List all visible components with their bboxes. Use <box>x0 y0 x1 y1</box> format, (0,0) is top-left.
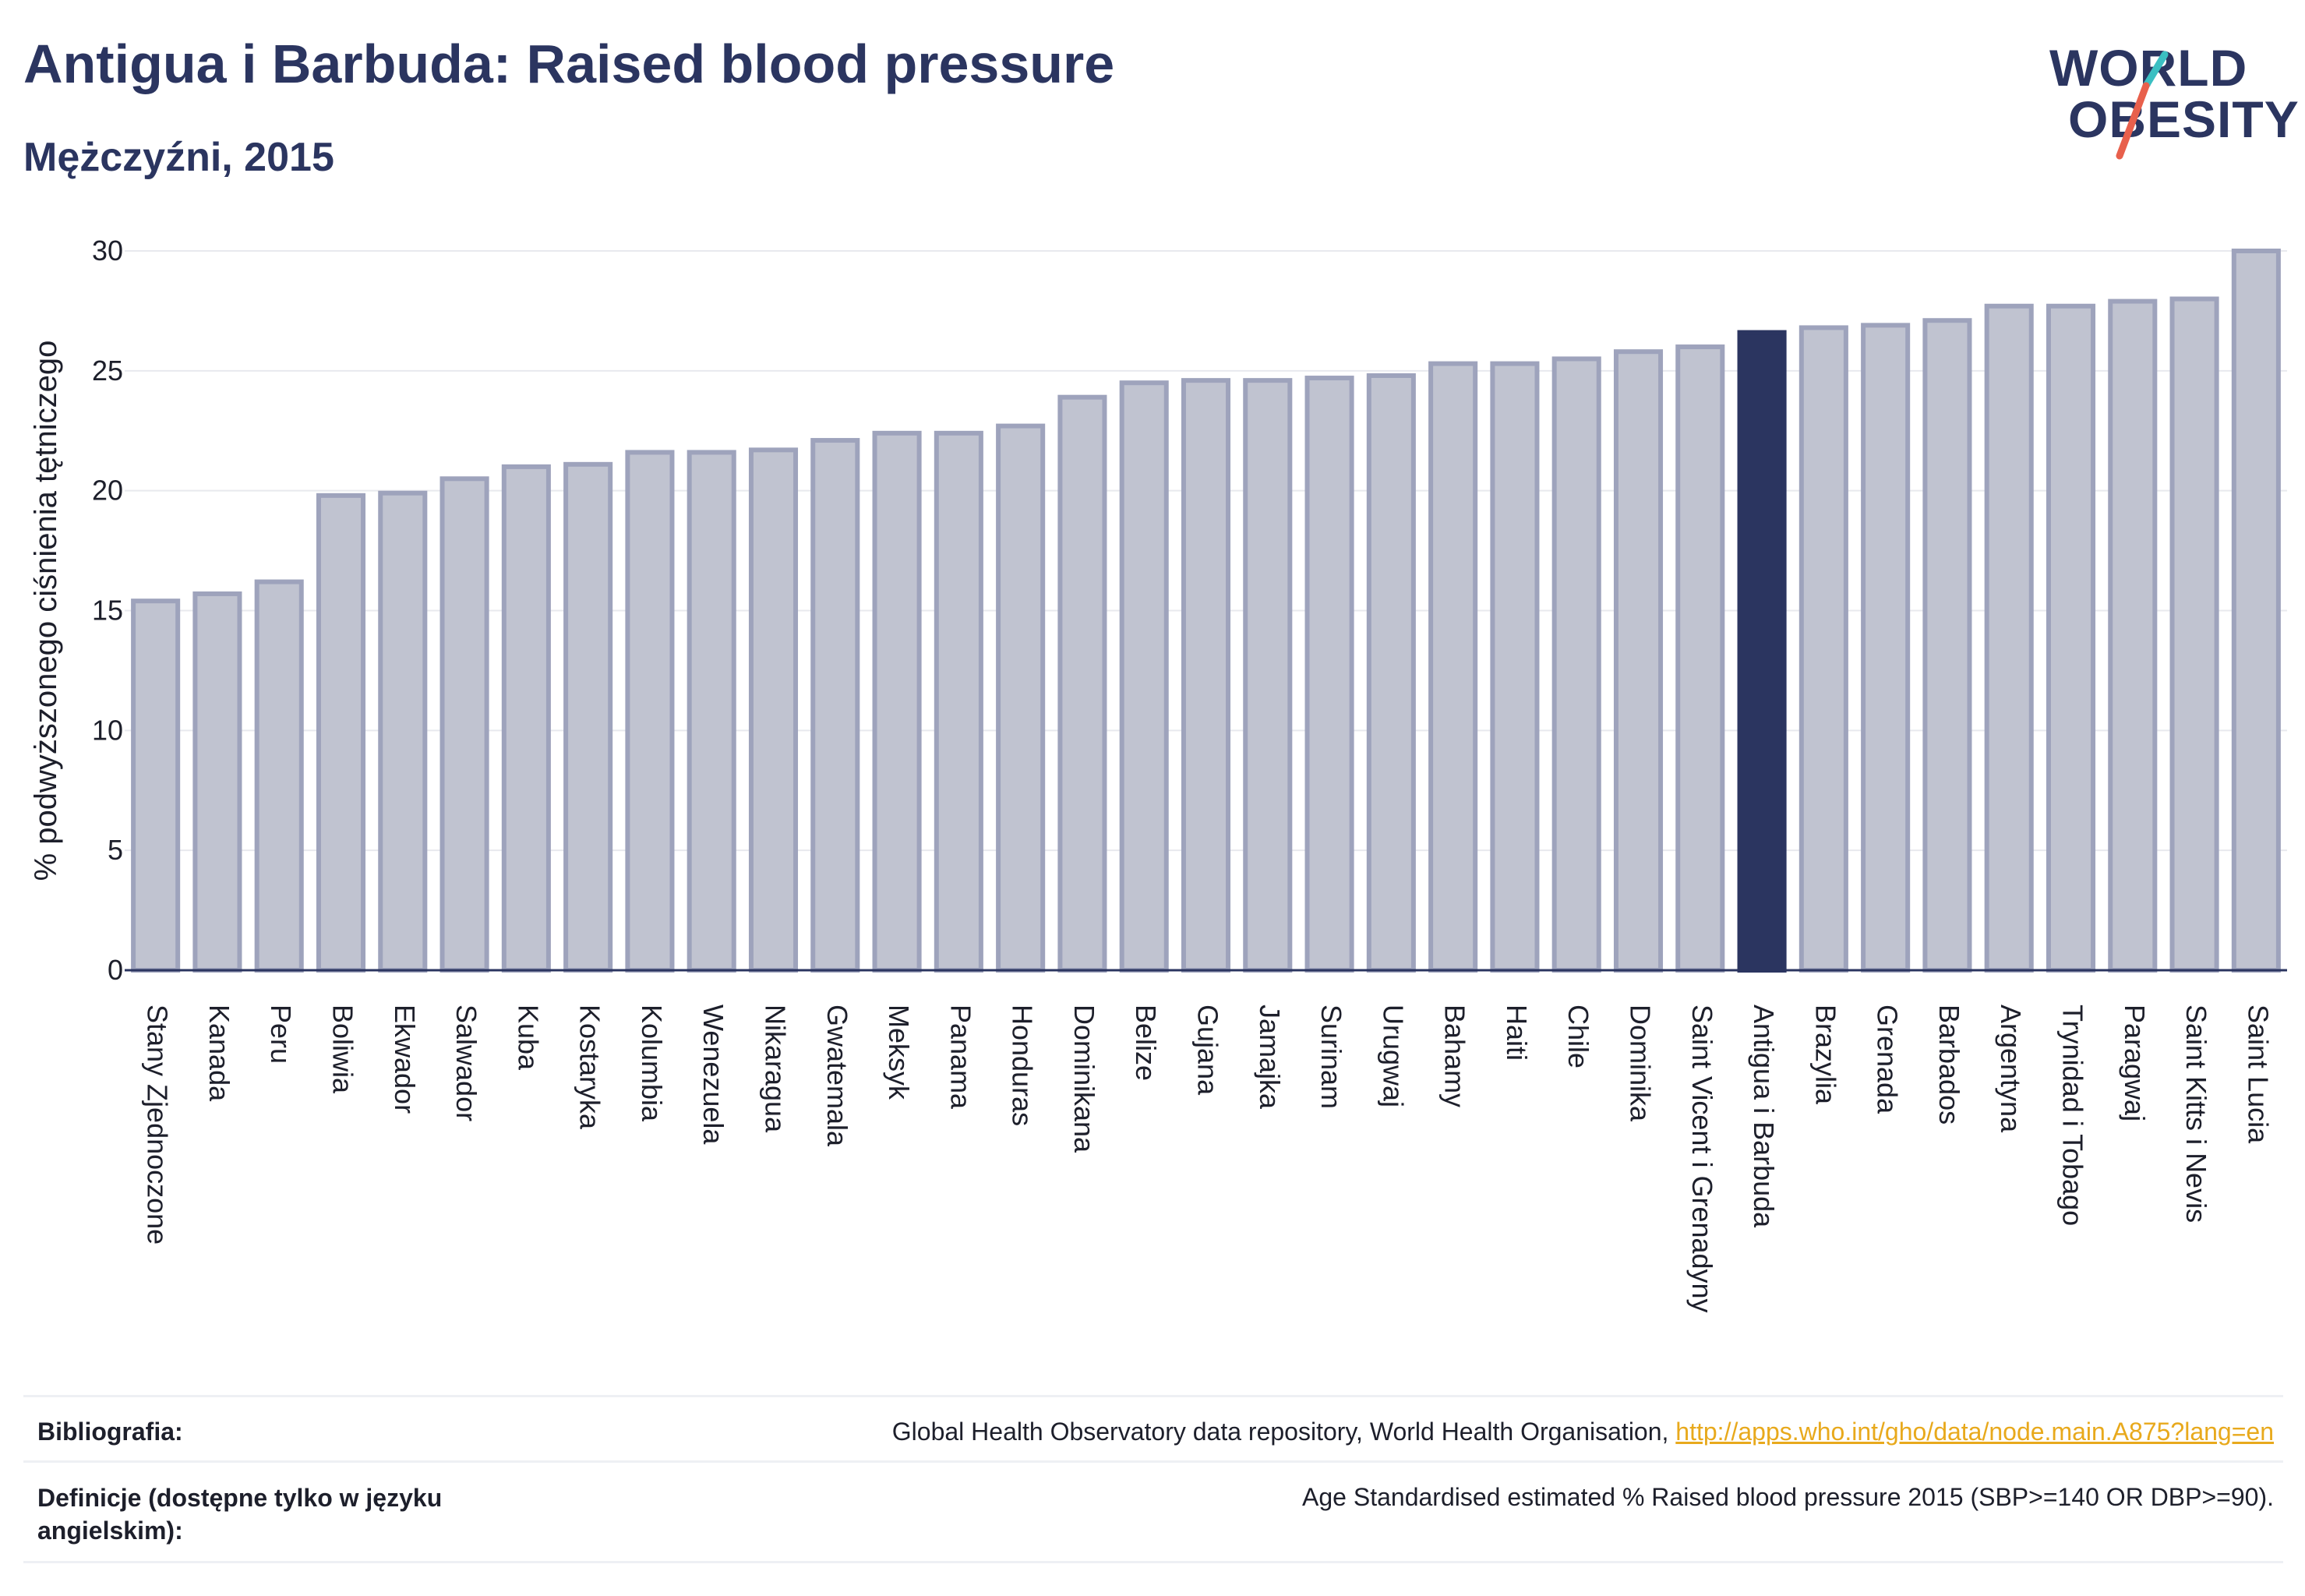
y-tick-label: 10 <box>92 714 123 746</box>
bar-wenezuela <box>687 450 736 973</box>
x-tick-label: Dominikana <box>1068 1005 1100 1153</box>
bar-bahamy <box>1428 361 1478 973</box>
bar-saint-kitts-i-nevis <box>2169 296 2219 973</box>
y-axis-ticks: 0 5 10 15 20 25 30 % podwyższonego ciśnienia tę… <box>29 235 123 986</box>
bar-dominika <box>1613 349 1664 973</box>
x-tick-label: Trynidad i Tobago <box>2057 1005 2089 1226</box>
bar-peru <box>254 579 304 973</box>
x-tick-label: Kolumbia <box>636 1005 668 1122</box>
y-tick-label: 5 <box>108 834 123 866</box>
x-tick-label: Ekwador <box>389 1005 421 1114</box>
definitions-value: Age Standardised estimated % Raised bloo… <box>1302 1483 2274 1511</box>
x-tick-label: Bahamy <box>1439 1005 1471 1107</box>
bar-honduras <box>996 423 1046 973</box>
x-tick-label: Belize <box>1130 1005 1162 1081</box>
x-tick-label: Nikaragua <box>760 1005 792 1133</box>
bar-paragwaj <box>2108 298 2158 973</box>
logo-line-2: OBESITY <box>2068 90 2300 148</box>
bar-kolumbia <box>625 450 675 973</box>
bar-kuba <box>501 464 551 973</box>
x-tick-label: Chile <box>1562 1005 1594 1068</box>
bar-argentyna <box>1984 303 2034 973</box>
bar-ekwador <box>378 490 428 973</box>
bar-saint-lucia <box>2231 249 2281 973</box>
x-axis-labels: Stany Zjednoczone Kanada Peru Boliwia Ekwado… <box>142 1005 2275 1313</box>
definitions-label: Definicje (dostępne tylko w języku angie… <box>37 1481 442 1547</box>
chart-subtitle: Mężczyźni, 2015 <box>23 135 334 180</box>
x-tick-label: Stany Zjednoczone <box>142 1005 174 1245</box>
x-tick-label: Saint Lucia <box>2242 1005 2274 1144</box>
bar-chile <box>1551 356 1601 973</box>
x-tick-label: Saint Vicent i Grenadyny <box>1686 1005 1718 1313</box>
y-tick-label: 30 <box>92 235 123 267</box>
bar-trynidad-i-tobago <box>2046 303 2096 973</box>
x-tick-label: Panama <box>944 1005 976 1110</box>
bar-stany-zjednoczone <box>131 598 181 973</box>
x-tick-label: Antigua i Barbuda <box>1748 1005 1780 1228</box>
bar-dominikana <box>1057 394 1107 973</box>
definitions-row: Definicje (dostępne tylko w języku angie… <box>23 1460 2283 1563</box>
x-tick-label: Kanada <box>203 1005 235 1102</box>
bar-urugwaj <box>1366 373 1416 973</box>
x-tick-label: Kuba <box>512 1005 544 1071</box>
bar-belize <box>1119 380 1169 973</box>
x-tick-label: Wenezuela <box>697 1005 729 1145</box>
x-tick-label: Surinam <box>1315 1005 1347 1109</box>
x-tick-label: Urugwaj <box>1377 1005 1409 1107</box>
bar-kanada <box>192 591 242 973</box>
x-tick-label: Salwador <box>450 1005 482 1121</box>
definitions-label-line-1: Definicje (dostępne tylko w języku <box>37 1484 443 1512</box>
bar-haiti <box>1490 361 1540 973</box>
x-tick-label: Kostaryka <box>574 1005 606 1130</box>
bar-nikaragua <box>748 447 799 973</box>
bibliography-text: Global Health Observatory data repositor… <box>891 1418 1676 1446</box>
x-tick-label: Boliwia <box>327 1005 359 1094</box>
bar-gujana <box>1181 378 1231 973</box>
bar-salwador <box>439 476 489 973</box>
bar-grenada <box>1861 323 1911 973</box>
y-axis-title: % podwyższonego ciśnienia tętniczego <box>29 341 63 881</box>
y-tick-label: 20 <box>92 475 123 507</box>
x-tick-label: Saint Kitts i Nevis <box>2180 1005 2212 1223</box>
bar-kostaryka <box>563 461 613 973</box>
bar-antigua-i-barbuda <box>1737 330 1787 973</box>
bibliography-row: Bibliografia: Global Health Observatory … <box>23 1395 2283 1461</box>
bars <box>131 249 2281 973</box>
chart-title: Antigua i Barbuda: Raised blood pressure <box>23 34 1115 94</box>
y-tick-label: 0 <box>108 954 123 986</box>
bar-saint-vicent-i-grenadyny <box>1675 344 1725 973</box>
x-tick-label: Argentyna <box>1995 1005 2027 1133</box>
x-tick-label: Gujana <box>1192 1005 1224 1096</box>
bar-barbados <box>1922 318 1972 973</box>
x-tick-label: Honduras <box>1007 1005 1039 1126</box>
y-tick-label: 15 <box>92 595 123 627</box>
definitions-label-line-2: angielskim): <box>37 1517 183 1545</box>
x-tick-label: Barbados <box>1933 1005 1965 1125</box>
y-tick-label: 25 <box>92 355 123 387</box>
bar-chart: 0 5 10 15 20 25 30 % podwyższonego ciśnienia tę… <box>29 235 2287 1313</box>
bar-panama <box>934 430 983 973</box>
bar-jamajka <box>1243 378 1293 973</box>
bar-boliwia <box>316 493 366 973</box>
x-tick-label: Peru <box>265 1005 297 1064</box>
bar-gwatemala <box>810 438 860 973</box>
bar-surinam <box>1304 376 1354 973</box>
x-tick-label: Dominika <box>1625 1005 1657 1122</box>
logo-slash-icon <box>2116 51 2169 160</box>
bibliography-value: Global Health Observatory data repositor… <box>892 1418 2274 1446</box>
x-tick-label: Meksyk <box>883 1005 915 1100</box>
x-tick-label: Haiti <box>1501 1005 1533 1061</box>
x-tick-label: Jamajka <box>1254 1005 1286 1110</box>
x-tick-label: Grenada <box>1872 1005 1904 1114</box>
bar-meksyk <box>872 430 922 973</box>
world-obesity-logo: WORLD OBESITY <box>2042 31 2299 171</box>
x-tick-label: Brazylia <box>1809 1005 1841 1105</box>
bar-brazylia <box>1798 325 1848 973</box>
bibliography-link[interactable]: http://apps.who.int/gho/data/node.main.A… <box>1675 1418 2274 1446</box>
x-tick-label: Gwatemala <box>821 1005 853 1147</box>
x-tick-label: Paragwaj <box>2119 1005 2151 1121</box>
bibliography-label: Bibliografia: <box>37 1418 183 1446</box>
